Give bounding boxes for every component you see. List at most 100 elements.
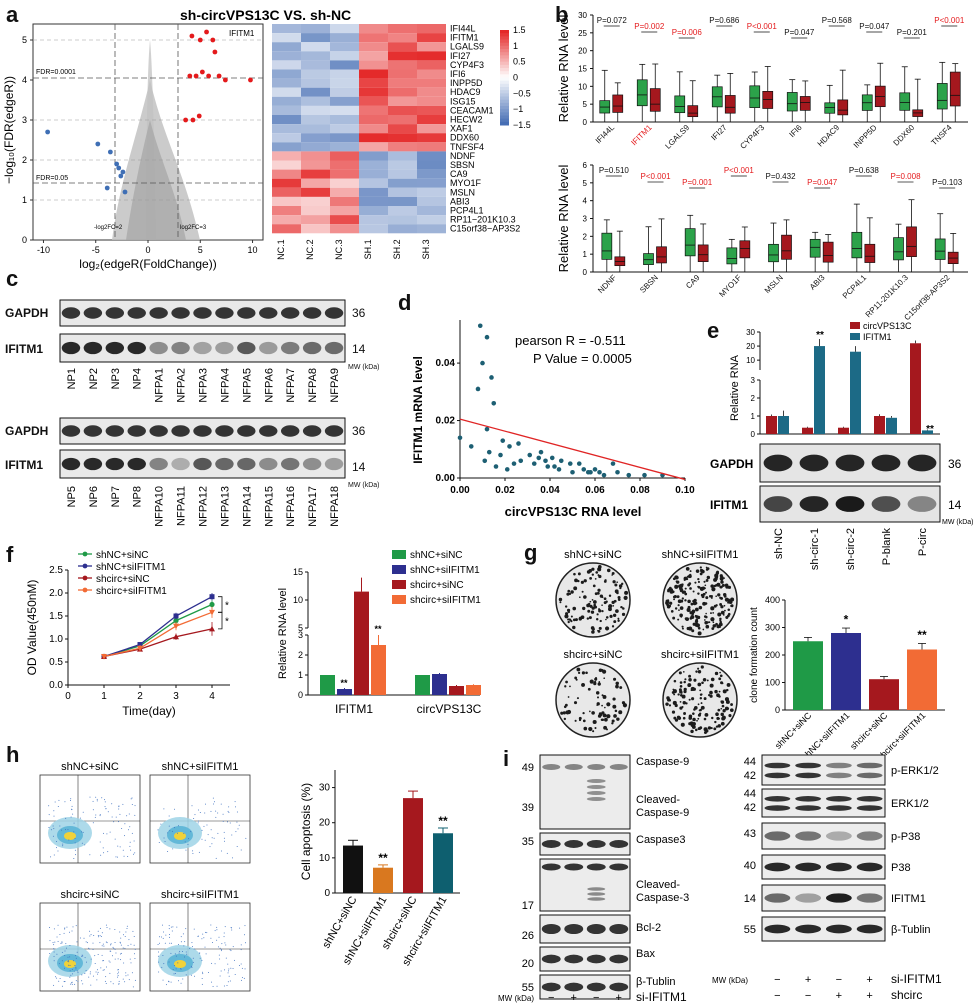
f-marker [137, 642, 143, 648]
flow-event [48, 805, 50, 807]
i-left-blot-band [541, 954, 561, 964]
i-left-blot-band [586, 840, 606, 848]
flow-event [116, 856, 118, 858]
box-gene-label: PCP4L1 [841, 273, 869, 301]
flow-label: shNC+siIFITM1 [162, 761, 239, 773]
volcano-xtick-label: 0 [145, 245, 150, 255]
flow-event [73, 960, 75, 962]
flow-event [237, 828, 239, 830]
flow-event [192, 957, 194, 959]
plate-colony [719, 674, 723, 678]
plate-colony [581, 682, 586, 687]
heatmap-cell [272, 133, 301, 143]
volcano-xtick-label: 5 [198, 245, 203, 255]
flow-event [236, 846, 238, 848]
flow-event [118, 821, 120, 823]
volcano-point-down [104, 185, 110, 191]
flow-event [184, 841, 186, 843]
plate-colony [567, 696, 570, 698]
plate-colony [562, 711, 566, 715]
volcano-point-down [116, 165, 122, 171]
flow-event [74, 983, 76, 985]
plate-colony [718, 690, 721, 693]
h-bar [433, 833, 453, 893]
box-rect [934, 238, 946, 260]
flow-event [101, 945, 103, 947]
flow-event [76, 970, 78, 972]
flow-event [117, 958, 119, 960]
heatmap-cell [417, 24, 446, 34]
g-ytick-label: 400 [765, 595, 780, 605]
e-ylabel: Relative RNA [729, 354, 741, 421]
plate-colony [612, 697, 616, 701]
blot-band [280, 307, 300, 319]
flow-event [133, 840, 135, 842]
h-ytick-label: 10 [319, 853, 331, 864]
heatmap-cell [301, 178, 330, 188]
plate-colony [583, 579, 587, 583]
box-pvalue: P=0.432 [765, 172, 796, 181]
i-left-blot-band [564, 863, 584, 871]
flow-event [123, 855, 125, 857]
blot-band [61, 341, 81, 355]
plate-colony [724, 583, 729, 588]
flow-event [163, 808, 165, 810]
flow-event [227, 972, 229, 974]
heatmap-cell [301, 169, 330, 179]
flow-event [102, 960, 104, 962]
scatter-point [570, 469, 575, 475]
i-left-mw: 49 [522, 762, 534, 774]
flow-event [128, 939, 130, 941]
flow-event [221, 943, 223, 945]
g-ytick-label: 300 [765, 623, 780, 633]
scatter-point [498, 452, 503, 458]
g-ytick-label: 100 [765, 678, 780, 688]
plate-colony [685, 567, 690, 571]
flow-event [185, 974, 187, 976]
plate-colony [720, 707, 723, 710]
plate-colony [695, 623, 700, 628]
plate-colony [685, 702, 688, 705]
flow-event [67, 956, 69, 958]
plate-colony [703, 615, 707, 618]
e-ytick-label: 30 [746, 328, 755, 337]
blot-band [259, 307, 278, 319]
heatmap-cell [301, 87, 330, 97]
flow-event [99, 814, 101, 816]
plate-colony [716, 624, 721, 629]
volcano-point-up [189, 33, 195, 39]
e-star: ** [816, 330, 824, 341]
plate-colony [691, 609, 696, 614]
heatmap-cell [359, 60, 388, 70]
plate-colony [617, 598, 621, 602]
i-right-si-label: si-IFITM1 [891, 972, 942, 986]
flow-event [58, 963, 60, 965]
flow-event [215, 810, 217, 812]
scatter-ylabel: IFITM1 mRNA level [411, 356, 425, 464]
scatter-point [642, 472, 647, 478]
e-blot-label: IFITM1 [710, 498, 748, 512]
blot-band [83, 457, 103, 471]
heatmap-cell [417, 215, 446, 225]
flow-event [69, 976, 71, 978]
h-ytick-label: 30 [319, 783, 331, 794]
flow-event [90, 934, 92, 936]
blot-band [324, 457, 344, 471]
heatmap-cell [388, 33, 417, 43]
flow-event [71, 968, 73, 970]
flow-event [122, 934, 124, 936]
plate-colony [611, 571, 615, 575]
blot-band [171, 425, 190, 437]
flow-event [164, 942, 166, 944]
e-blot-mw: 14 [948, 498, 962, 512]
i-right-blot-band [825, 762, 852, 769]
heatmap-row-label: ISG15 [450, 96, 476, 106]
box-pvalue: P=0.686 [709, 16, 740, 25]
flow-event [171, 930, 173, 932]
plate-colony [704, 602, 708, 605]
heatmap-cell [330, 142, 359, 152]
flow-event [130, 849, 132, 851]
flow-event [97, 971, 99, 973]
flow-event [123, 962, 125, 964]
flow-event [69, 945, 71, 947]
